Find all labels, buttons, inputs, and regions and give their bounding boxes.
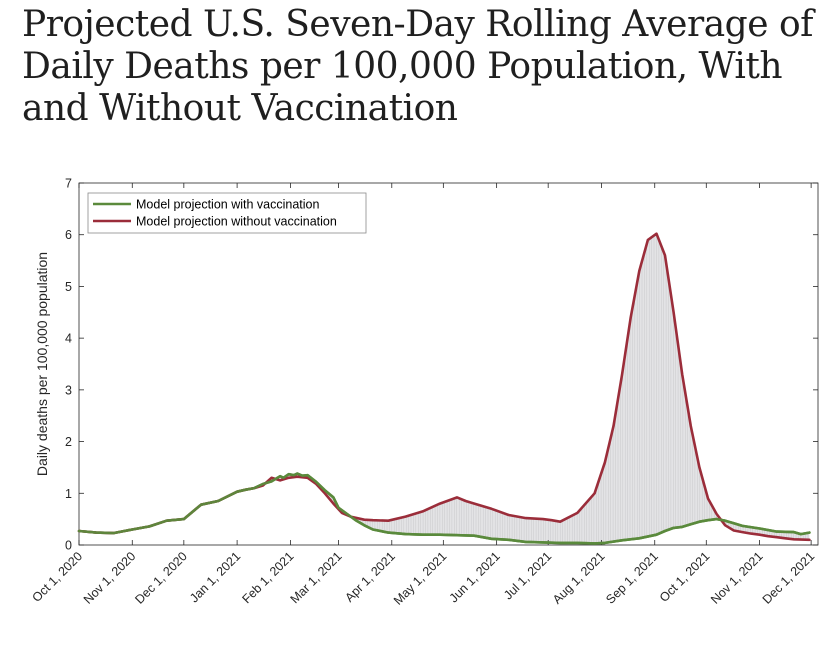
x-tick-label: Aug 1, 2021 <box>550 549 608 607</box>
gap-area <box>79 233 810 544</box>
y-tick-label: 2 <box>65 435 72 449</box>
chart-title: Projected U.S. Seven-Day Rolling Average… <box>22 4 813 129</box>
legend[interactable]: Model projection with vaccination Model p… <box>87 192 367 234</box>
plot-frame <box>78 182 819 546</box>
axes: 0 1 2 3 4 5 6 7 Daily deaths per 100,000 populat… <box>30 177 819 608</box>
x-tick-label: Nov 1, 2021 <box>708 549 766 607</box>
x-tick-label: Oct 1, 2021 <box>657 549 713 605</box>
y-tick-label: 7 <box>65 177 72 191</box>
y-tick-label: 3 <box>65 383 72 397</box>
y-tick-label: 4 <box>65 332 72 346</box>
legend-label: Model projection with vaccination <box>136 198 319 212</box>
x-tick-label: Oct 1, 2020 <box>30 549 86 605</box>
shaded-gap-region <box>79 233 810 544</box>
y-axis-label: Daily deaths per 100,000 population <box>34 252 50 476</box>
y-tick-label: 1 <box>65 487 72 501</box>
series-lines <box>77 232 811 545</box>
x-tick-label: Jun 1, 2021 <box>447 549 503 605</box>
x-tick-label: Jul 1, 2021 <box>501 549 554 602</box>
legend-box <box>87 192 367 234</box>
y-tick-label: 0 <box>65 539 72 553</box>
x-tick-label: Sep 1, 2021 <box>603 549 661 607</box>
x-tick-label: Apr 1, 2021 <box>342 549 398 605</box>
x-tick-label: Dec 1, 2020 <box>132 549 190 607</box>
x-tick-label: Mar 1, 2021 <box>288 549 345 606</box>
legend-label: Model projection without vaccination <box>136 215 337 229</box>
series-line-with-vaccination-overlay <box>77 472 811 545</box>
x-tick-label: May 1, 2021 <box>391 549 450 608</box>
y-tick-label: 5 <box>65 280 72 294</box>
x-tick-label: Nov 1, 2020 <box>81 549 139 607</box>
x-tick-label: Jan 1, 2021 <box>187 549 243 605</box>
y-tick-label: 6 <box>65 228 72 242</box>
x-tick-label: Dec 1, 2021 <box>760 549 818 607</box>
